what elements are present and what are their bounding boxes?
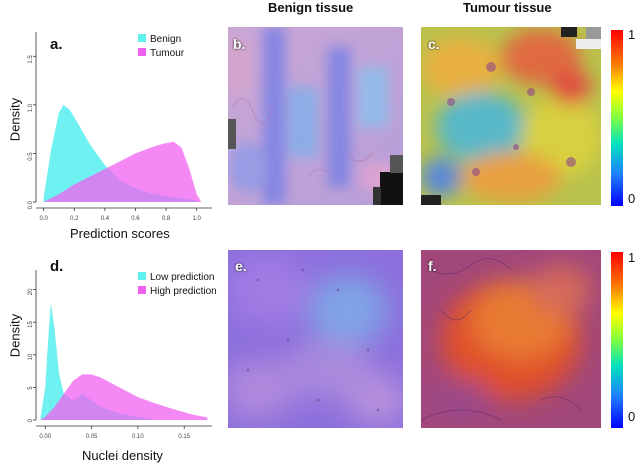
tumour-column-title: Tumour tissue [463,0,552,15]
x-tick-label: 0.10 [132,434,144,440]
benign-tissue-heatmap-e [228,250,403,428]
x-tick-label: 0.00 [39,434,51,440]
y-tick-label: 0.5 [28,152,34,161]
legend-swatch [138,48,146,56]
density-chart-nuclei-density: 0.00 0.05 0.10 0.15 0 5 10 15 20 Low prediction Hi… [28,270,217,440]
x-tick-label: 0.8 [162,216,171,222]
chart-a-ylabel: Density [7,97,23,142]
density-chart-prediction-scores: 0.0 0.2 0.4 0.6 0.8 1.0 0.0 0.5 1.0 1.5 Benign Tumo… [28,32,212,222]
x-tick-label: 0.4 [101,216,110,222]
chart-d-ylabel: Density [7,313,23,358]
panel-label-b: b. [233,36,246,52]
panel-label-d: d. [50,258,64,275]
y-tick-label: 20 [28,288,34,295]
legend-swatch [138,272,146,280]
density-area-benign [43,104,200,202]
tumour-tissue-heatmap-c [421,27,601,205]
chart-d-xlabel: Nuclei density [82,448,163,463]
x-tick-label: 0.05 [86,434,98,440]
y-tick-label: 1.0 [28,103,34,112]
benign-tissue-heatmap-b [228,27,403,205]
colorbar-bottom-min: 0 [628,409,636,424]
benign-column-title: Benign tissue [268,0,354,15]
y-tick-label: 5 [28,386,34,390]
legend-swatch [138,34,146,42]
y-tick-label: 15 [28,321,34,328]
x-tick-label: 0.0 [39,216,48,222]
legend-label: Benign [150,34,181,45]
legend-label: Low prediction [150,272,214,283]
x-tick-label: 0.6 [131,216,140,222]
colorbar-top [611,30,623,206]
legend-label: Tumour [150,48,185,59]
y-tick-label: 1.5 [28,55,34,64]
y-tick-label: 10 [28,353,34,360]
density-area-low-prediction [40,302,157,420]
x-tick-label: 1.0 [193,216,202,222]
colorbar-top-max: 1 [628,27,636,42]
y-tick-label: 0 [28,418,34,422]
legend-swatch [138,286,146,294]
x-tick-label: 0.15 [178,434,190,440]
colorbar-top-min: 0 [628,191,636,206]
x-tick-label: 0.2 [70,216,79,222]
chart-a-xlabel: Prediction scores [70,226,170,241]
panel-label-a: a. [50,36,63,53]
colorbar-bottom-max: 1 [628,250,636,265]
panel-label-f: f. [428,258,437,274]
density-area-high-prediction [40,374,208,420]
panel-label-e: e. [235,258,247,274]
y-tick-label: 0.0 [28,200,34,209]
tumour-tissue-heatmap-f [421,250,601,428]
density-area-tumour [43,141,202,202]
colorbar-bottom [611,252,623,428]
panel-label-c: c. [428,36,440,52]
legend-label: High prediction [150,286,217,297]
